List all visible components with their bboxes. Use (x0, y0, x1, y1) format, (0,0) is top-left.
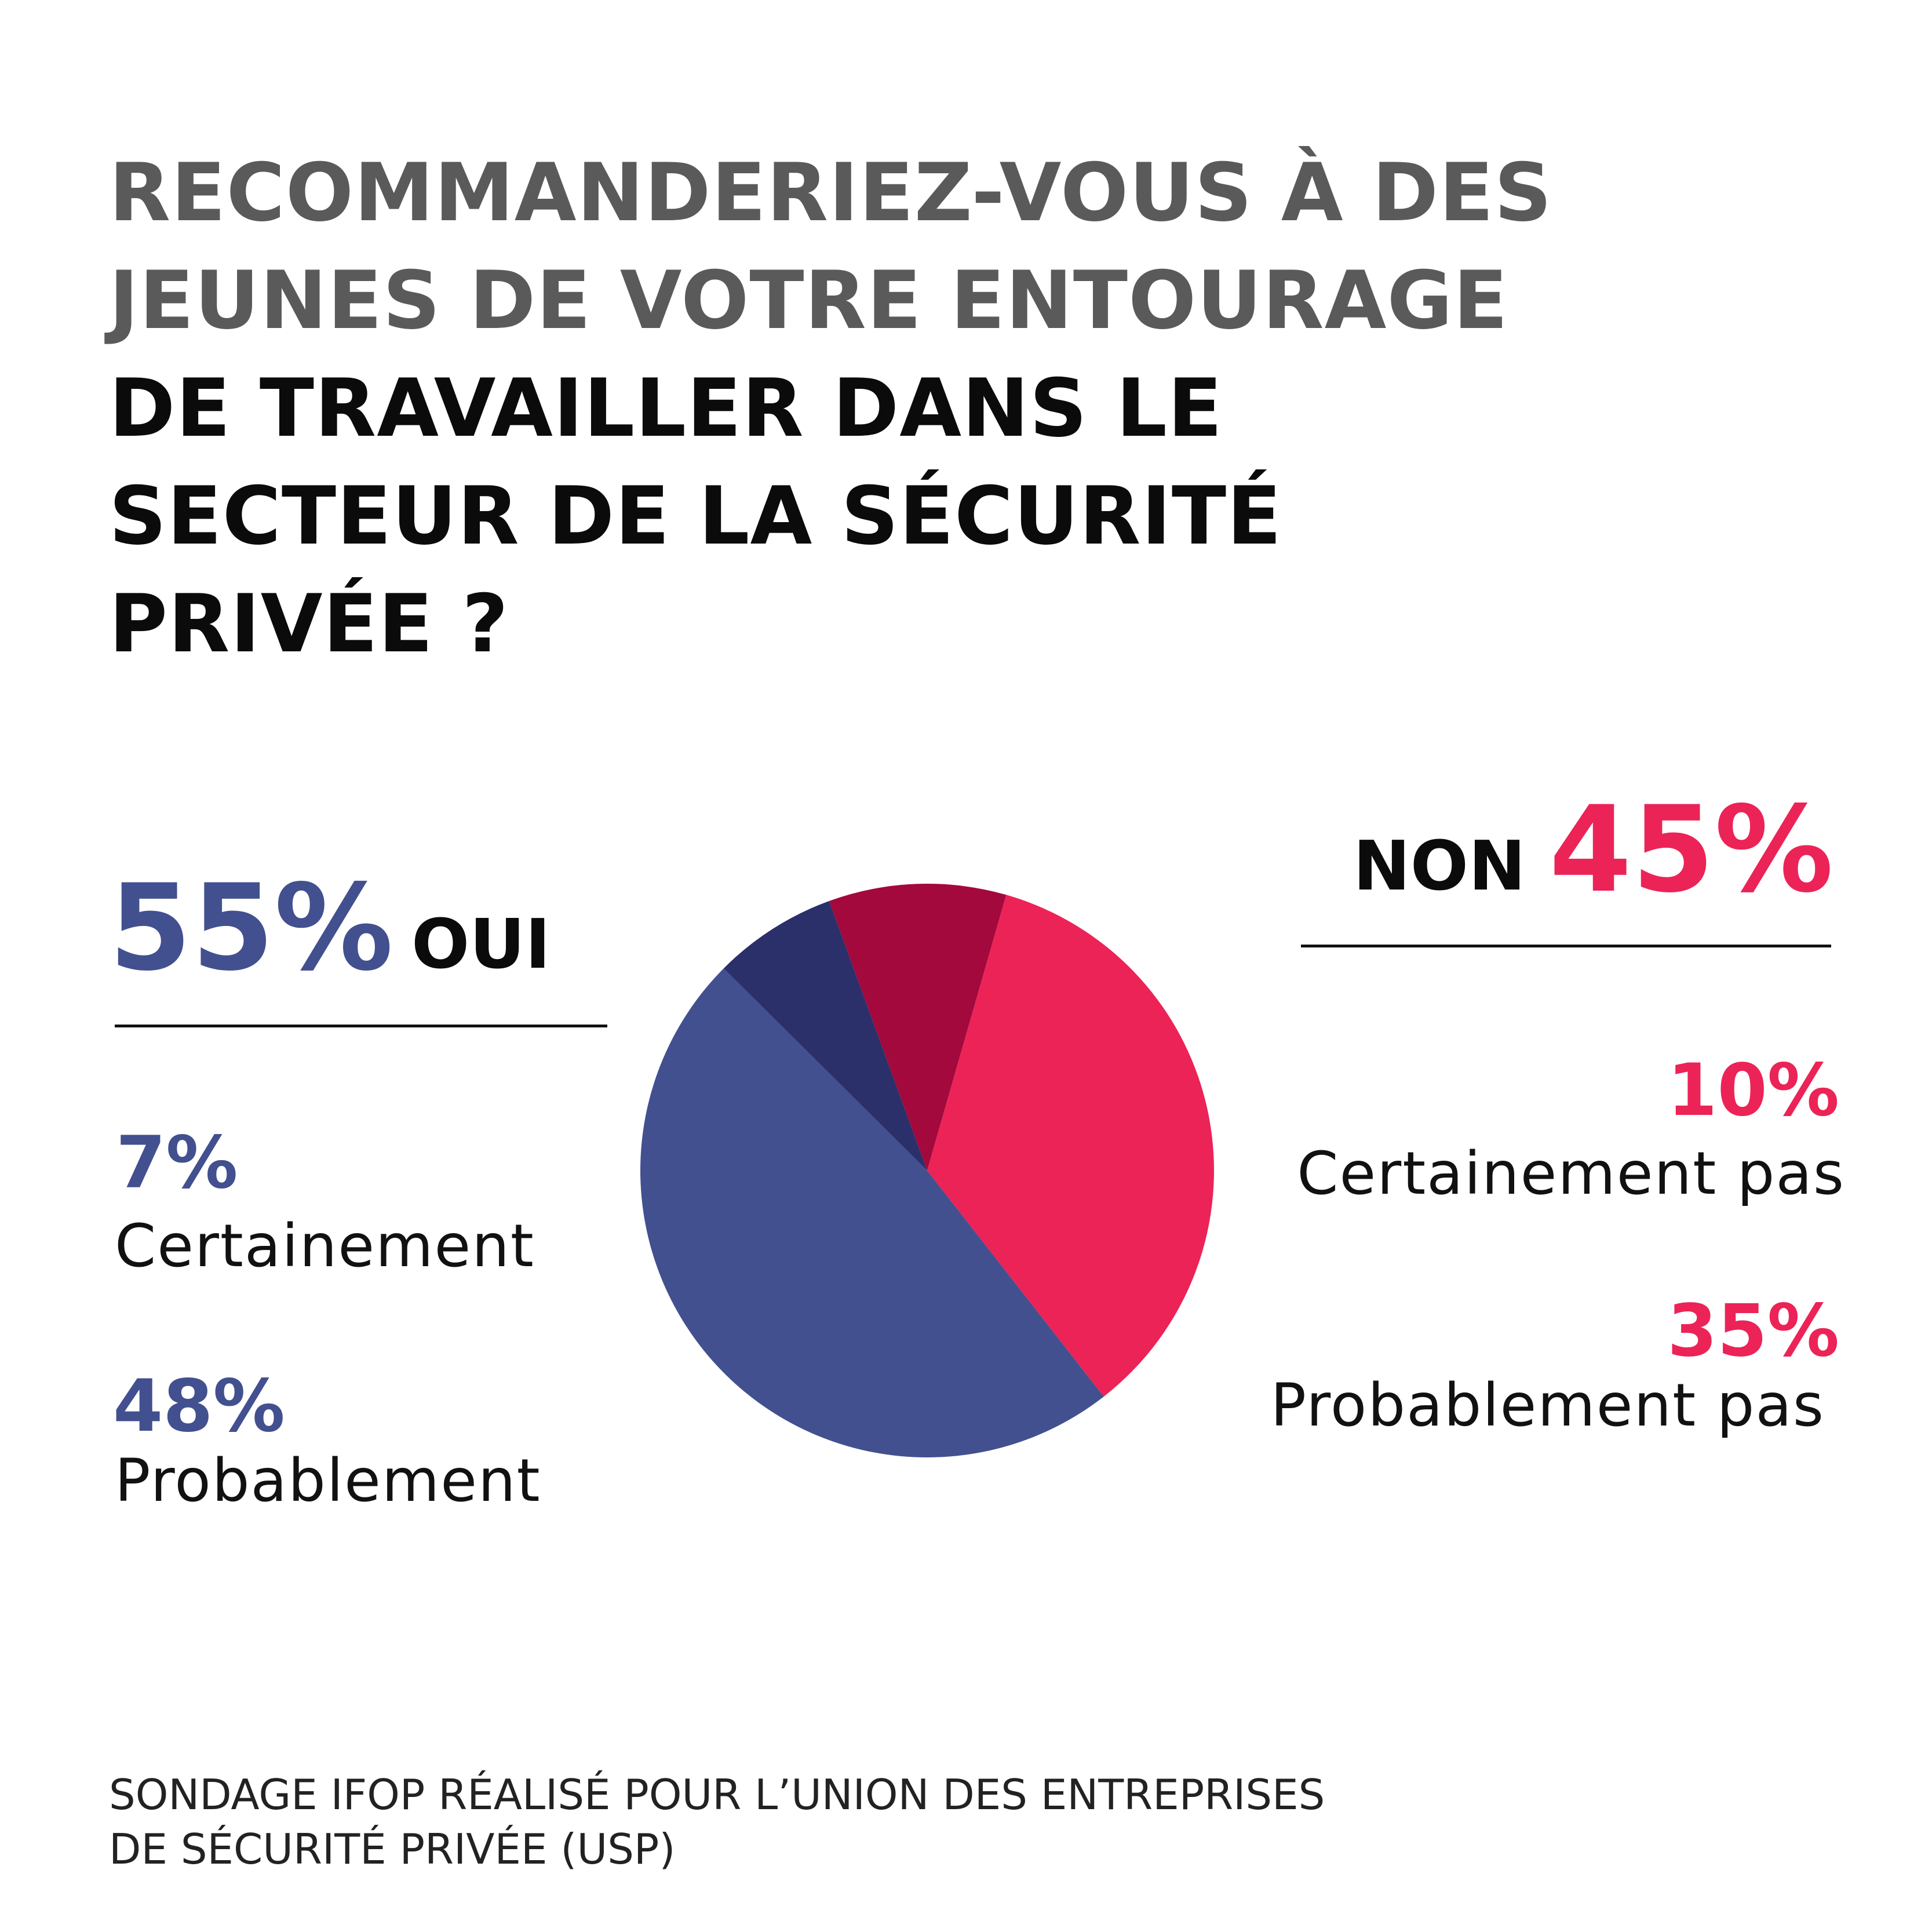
source-note: SONDAGE IFOP RÉALISÉ POUR L’UNION DES EN… (109, 1767, 1325, 1876)
pie-slice-probablement (640, 968, 1104, 1458)
oui-divider (115, 1025, 607, 1027)
chart-title: RECOMMANDERIEZ-VOUS À DES JEUNES DE VOTR… (109, 139, 1616, 678)
oui-probablement-label: Probablement (115, 1446, 541, 1515)
oui-total-label: OUI (411, 904, 551, 984)
non-total-pct: 45% (1549, 781, 1833, 919)
non-certainement-pas-label: Certainement pas (1297, 1139, 1845, 1208)
title-part-dark: DE TRAVAILLER DANS LE SECTEUR DE LA SÉCU… (109, 362, 1282, 670)
pie-chart (640, 884, 1214, 1458)
source-line-2: DE SÉCURITÉ PRIVÉE (USP) (109, 1825, 676, 1873)
non-probablement-pas-label: Probablement pas (1270, 1371, 1825, 1440)
pie-slice-certainement (723, 901, 927, 1171)
oui-total-pct: 55% (109, 859, 393, 997)
source-line-1: SONDAGE IFOP RÉALISÉ POUR L’UNION DES EN… (109, 1770, 1325, 1819)
title-part-gray: RECOMMANDERIEZ-VOUS À DES JEUNES DE VOTR… (109, 146, 1552, 347)
non-certainement-pas-pct: 10% (1667, 1049, 1839, 1132)
pie-slice-certainement-pas (829, 884, 1007, 1171)
non-divider (1301, 945, 1831, 947)
oui-certainement-label: Certainement (115, 1212, 535, 1281)
non-total-label: NON (1353, 826, 1526, 906)
non-probablement-pas-pct: 35% (1667, 1289, 1839, 1373)
oui-probablement-pct: 48% (113, 1365, 285, 1448)
oui-certainement-pct: 7% (116, 1121, 238, 1205)
pie-slice-probablement-pas (927, 895, 1214, 1397)
